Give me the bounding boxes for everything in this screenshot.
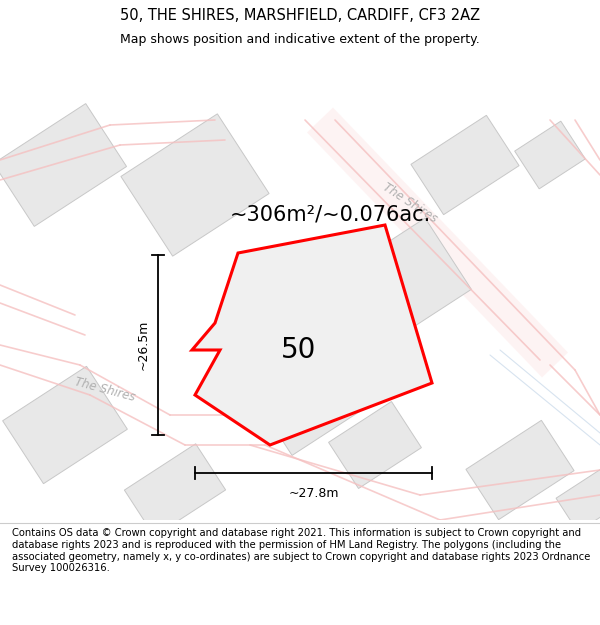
Text: ~26.5m: ~26.5m — [137, 320, 150, 370]
Polygon shape — [515, 121, 586, 189]
Polygon shape — [0, 104, 127, 226]
Polygon shape — [124, 444, 226, 536]
Polygon shape — [411, 116, 519, 214]
Polygon shape — [2, 366, 127, 484]
Polygon shape — [329, 401, 421, 489]
Polygon shape — [257, 354, 364, 456]
Polygon shape — [307, 107, 568, 378]
Polygon shape — [556, 468, 600, 532]
Text: 50, THE SHIRES, MARSHFIELD, CARDIFF, CF3 2AZ: 50, THE SHIRES, MARSHFIELD, CARDIFF, CF3… — [120, 8, 480, 23]
Text: The Shires: The Shires — [380, 181, 440, 226]
Text: ~306m²/~0.076ac.: ~306m²/~0.076ac. — [229, 205, 431, 225]
Text: Map shows position and indicative extent of the property.: Map shows position and indicative extent… — [120, 33, 480, 46]
Polygon shape — [192, 225, 432, 445]
Polygon shape — [121, 114, 269, 256]
Text: Contains OS data © Crown copyright and database right 2021. This information is : Contains OS data © Crown copyright and d… — [12, 528, 590, 573]
Text: ~27.8m: ~27.8m — [288, 487, 339, 500]
Text: 50: 50 — [281, 336, 316, 364]
Polygon shape — [329, 218, 472, 352]
Polygon shape — [466, 421, 574, 519]
Text: The Shires: The Shires — [73, 376, 137, 404]
